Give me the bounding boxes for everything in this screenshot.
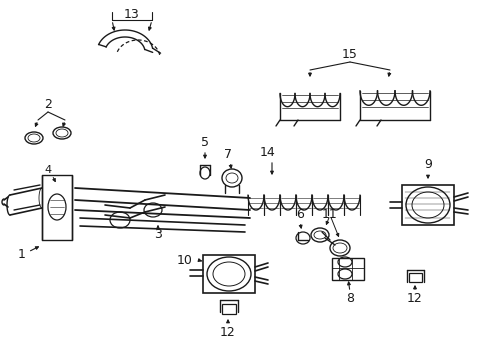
Text: 10: 10	[177, 253, 193, 266]
Text: 1: 1	[18, 248, 26, 261]
Text: 12: 12	[407, 292, 422, 305]
Text: 12: 12	[220, 325, 235, 338]
Text: 4: 4	[44, 165, 51, 175]
Bar	[42, 175, 72, 240]
Text: 11: 11	[322, 208, 337, 221]
Text: 6: 6	[295, 208, 304, 221]
Text: 15: 15	[342, 49, 357, 62]
Text: 7: 7	[224, 148, 231, 162]
Text: 14: 14	[260, 145, 275, 158]
Bar	[331, 258, 363, 280]
Text: 3: 3	[154, 229, 162, 242]
Text: 2: 2	[44, 99, 52, 112]
Text: 5: 5	[201, 135, 208, 148]
Text: 9: 9	[423, 158, 431, 171]
Bar	[203, 255, 254, 293]
Bar	[408, 273, 421, 282]
Text: 8: 8	[346, 292, 353, 305]
Bar	[401, 185, 453, 225]
Text: 13: 13	[124, 9, 140, 22]
Bar	[222, 304, 236, 314]
